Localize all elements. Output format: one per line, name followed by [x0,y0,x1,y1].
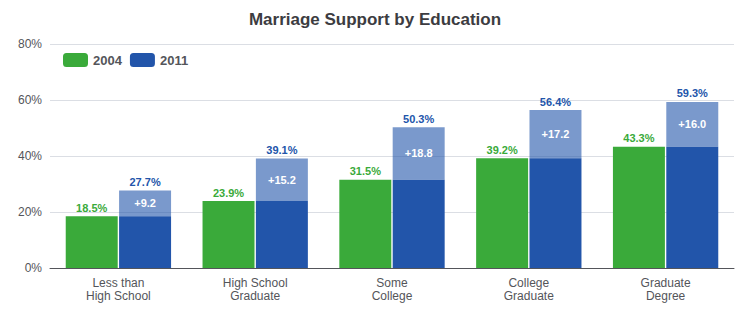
svg-text:+9.2: +9.2 [134,197,156,209]
svg-text:+15.2: +15.2 [268,174,296,186]
svg-text:+16.0: +16.0 [678,118,706,130]
svg-text:2004: 2004 [93,53,123,68]
svg-text:+17.2: +17.2 [542,128,570,140]
svg-text:High School: High School [223,276,288,290]
svg-text:31.5%: 31.5% [350,165,381,177]
svg-text:College: College [372,289,413,303]
svg-text:Degree: Degree [646,289,686,303]
svg-text:59.3%: 59.3% [677,87,708,99]
svg-text:43.3%: 43.3% [623,132,654,144]
svg-text:2011: 2011 [160,53,188,68]
svg-text:18.5%: 18.5% [76,202,107,214]
svg-text:College: College [508,276,549,290]
svg-text:20%: 20% [18,205,42,219]
svg-text:Graduate: Graduate [230,289,280,303]
svg-text:50.3%: 50.3% [403,113,434,125]
svg-text:Less than: Less than [92,276,144,290]
svg-text:27.7%: 27.7% [129,176,160,188]
svg-text:23.9%: 23.9% [213,187,244,199]
svg-text:Graduate: Graduate [504,289,554,303]
svg-text:Marriage Support by Education: Marriage Support by Education [249,10,501,29]
svg-text:40%: 40% [18,149,42,163]
svg-text:Some: Some [376,276,408,290]
svg-text:0%: 0% [25,261,43,275]
svg-text:39.1%: 39.1% [266,144,297,156]
svg-text:56.4%: 56.4% [540,96,571,108]
svg-text:39.2%: 39.2% [487,144,518,156]
svg-text:High School: High School [86,289,151,303]
svg-text:Graduate: Graduate [641,276,691,290]
svg-text:+18.8: +18.8 [405,147,433,159]
svg-text:80%: 80% [18,37,42,51]
svg-text:60%: 60% [18,93,42,107]
